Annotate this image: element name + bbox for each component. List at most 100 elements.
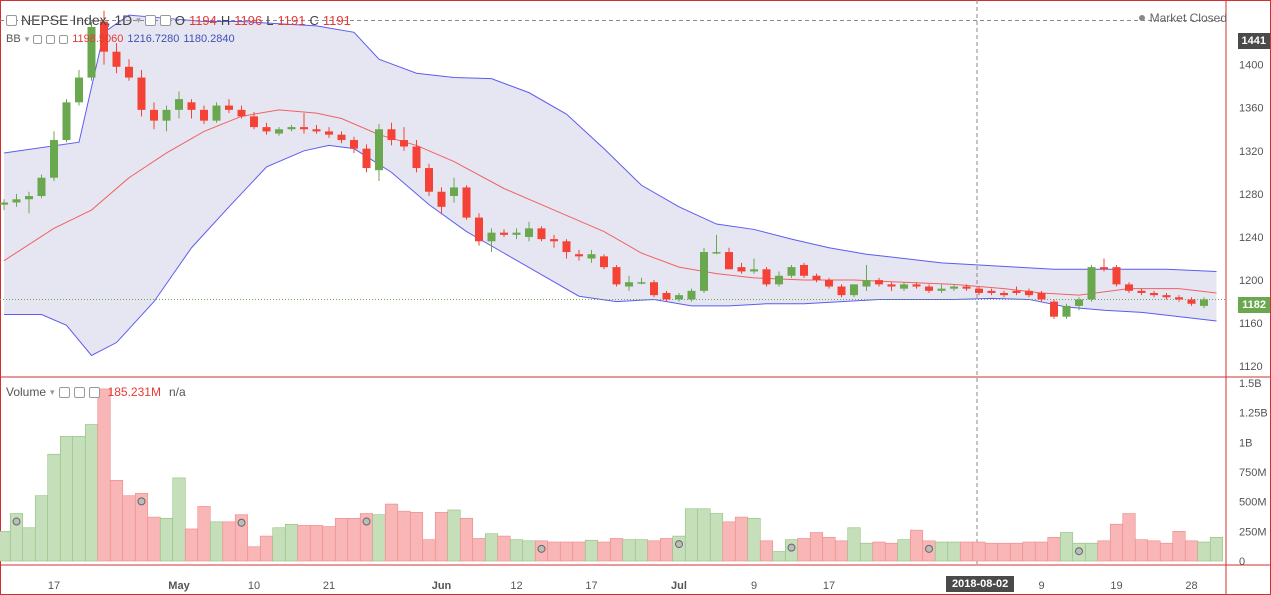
candle-body <box>1062 305 1071 317</box>
candle-body <box>75 77 83 103</box>
gear-icon[interactable] <box>73 386 85 398</box>
volume-bar <box>397 510 411 562</box>
volume-bar <box>184 528 199 562</box>
collapse-icon[interactable] <box>6 14 17 26</box>
dividend-marker[interactable] <box>12 517 21 526</box>
volume-bar <box>859 542 874 562</box>
bb-upper-line <box>3 14 1217 272</box>
candle-body <box>350 140 358 149</box>
candle-body <box>500 232 508 235</box>
dividend-marker[interactable] <box>675 540 683 549</box>
volume-bar <box>1159 542 1174 562</box>
volume-tick-label: 1B <box>1239 437 1252 449</box>
eye-icon[interactable] <box>58 386 70 398</box>
candle-body <box>237 109 246 117</box>
volume-bar <box>222 521 236 562</box>
price-tick-label: 1120 <box>1239 361 1263 373</box>
candle-body <box>112 51 121 67</box>
time-tick-label: Jul <box>671 580 687 592</box>
candle-body <box>537 228 546 240</box>
gear-icon[interactable] <box>46 34 56 44</box>
close-icon[interactable] <box>59 34 69 44</box>
time-tick-label: 12 <box>510 580 522 592</box>
volume-bar <box>97 388 111 562</box>
dividend-marker[interactable] <box>362 517 371 526</box>
ohlc-low-label: L <box>266 12 274 28</box>
volume-bar <box>559 541 574 562</box>
volume-label: Volume <box>6 385 47 399</box>
candle-body <box>737 267 746 272</box>
volume-bar <box>572 541 586 562</box>
candle-body <box>375 129 383 171</box>
volume-bar <box>1209 536 1224 562</box>
volume-bar <box>434 512 449 562</box>
dividend-marker[interactable] <box>925 544 933 553</box>
volume-bar <box>59 436 74 562</box>
candle-body <box>275 129 283 134</box>
volume-tick-label: 1.5B <box>1239 378 1262 390</box>
candle-body <box>612 267 621 285</box>
dividend-marker[interactable] <box>1075 547 1083 556</box>
dividend-marker[interactable] <box>787 543 796 552</box>
crosshair-date-tag: 2018-08-02 <box>946 576 1015 592</box>
candle-body <box>1100 267 1108 270</box>
volume-bar <box>597 541 611 562</box>
eye-icon[interactable] <box>33 34 43 44</box>
volume-bar <box>309 525 324 562</box>
ohlc-high: 1196 <box>234 12 263 28</box>
candle-body <box>762 269 771 285</box>
volume-bar <box>909 529 924 562</box>
volume-bar <box>809 532 824 562</box>
volume-tick-label: 0 <box>1239 556 1245 568</box>
gear-icon[interactable] <box>159 14 171 26</box>
volume-bar <box>447 509 461 562</box>
close-icon[interactable] <box>88 386 100 398</box>
candle-body <box>962 286 971 289</box>
candle-body <box>450 187 458 197</box>
dividend-marker[interactable] <box>137 497 146 506</box>
candle-body <box>725 252 733 270</box>
candle-body <box>337 134 346 141</box>
volume-bar <box>297 525 311 562</box>
volume-bar <box>84 424 99 562</box>
volume-bar <box>897 539 911 562</box>
chevron-down-icon[interactable]: ▾ <box>24 33 30 44</box>
chevron-down-icon[interactable]: ▾ <box>136 14 141 25</box>
candle-body <box>150 109 158 121</box>
candle-body <box>512 232 521 235</box>
eye-icon[interactable] <box>144 14 156 26</box>
candle-body <box>600 256 608 268</box>
volume-tick-label: 750M <box>1239 467 1267 479</box>
volume-bar <box>1084 542 1099 562</box>
candle-body <box>12 199 21 203</box>
volume-bar <box>272 527 286 562</box>
candle-body <box>125 66 133 78</box>
volume-bar <box>122 495 136 562</box>
candle-body <box>900 284 908 289</box>
volume-bar <box>984 542 999 562</box>
bb-mid-line <box>3 109 1217 296</box>
bb-legend: BB ▾ 1198.5060 1216.7280 1180.2840 <box>6 33 235 45</box>
time-tick-label: 17 <box>585 580 597 592</box>
candle-body <box>1075 299 1083 306</box>
candle-body <box>162 109 171 121</box>
chevron-down-icon[interactable]: ▾ <box>50 386 55 397</box>
dividend-marker[interactable] <box>537 544 546 553</box>
volume-bar <box>259 535 274 562</box>
candle-body <box>400 140 408 147</box>
candle-body <box>1125 284 1133 291</box>
candle-body <box>1137 290 1146 293</box>
volume-bar <box>584 539 599 562</box>
candle-body <box>1000 292 1008 296</box>
candle-body <box>812 275 821 281</box>
volume-bar <box>322 526 336 562</box>
dividend-marker[interactable] <box>237 518 246 527</box>
crosshair-price-tag: 1441 <box>1237 33 1270 49</box>
volume-bar <box>797 538 811 562</box>
price-tick-label: 1240 <box>1239 232 1263 244</box>
volume-bar <box>34 495 49 562</box>
candle-body <box>825 280 833 287</box>
candle-body <box>1150 292 1158 296</box>
candle-body <box>300 127 308 130</box>
